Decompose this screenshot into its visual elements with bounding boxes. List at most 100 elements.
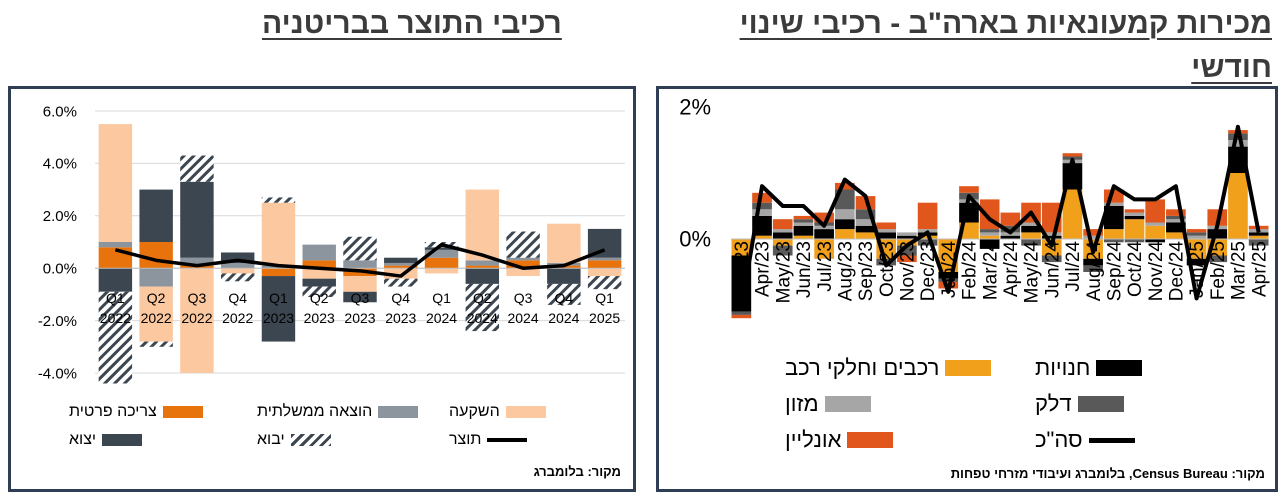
bar-vehicles	[855, 232, 876, 239]
y-tick-label: 4.0%	[43, 156, 77, 173]
bar-fuel	[731, 311, 752, 315]
right-chart-title: מכירות קמעונאיות בארה"ב - רכיבי שינוי חו…	[739, 7, 1272, 84]
right-source-note: מקור: Census Bureau, בלומברג ועיבודי מזר…	[950, 466, 1265, 481]
bar-investment	[180, 268, 214, 373]
y-tick-label: -2.0%	[38, 313, 77, 330]
legend-swatch-vehicles	[945, 360, 992, 376]
bar-food	[1083, 235, 1103, 239]
x-tick-label: Jul/23	[815, 241, 836, 292]
x-tick-label-quarter: Q3	[351, 290, 370, 306]
uk-gdp-legend: צריכה פרטית הוצאה ממשלתית השקעה יצוא יבו…	[11, 401, 633, 471]
bar-food	[897, 232, 917, 236]
bar-exports	[343, 291, 377, 303]
x-tick-label-quarter: Q4	[391, 290, 410, 306]
legend-swatch-fuel	[1077, 396, 1124, 412]
x-tick-label-quarter: Q3	[514, 290, 533, 306]
bar-imports	[220, 273, 255, 282]
us-retail-sales-chart: 2%0%-2%Mar/23Apr/23May/23Jun/23Jul/23Aug…	[672, 95, 1270, 359]
x-tick-label: Jun/23	[794, 241, 815, 298]
bar-vehicles	[814, 239, 834, 259]
bar-exports	[180, 181, 214, 258]
x-tick-label-year: 2023	[344, 310, 375, 326]
x-tick-label: Mar/24	[980, 241, 1001, 301]
bar-exports	[139, 189, 173, 242]
bar-stores	[876, 232, 897, 239]
bar-fuel	[1041, 255, 1062, 263]
bar-imports	[587, 276, 622, 290]
legend-label-private: צריכה פרטית	[69, 403, 157, 420]
legend-swatch-investment	[505, 406, 546, 418]
legend-item-stores: חנויות	[1035, 355, 1143, 381]
x-tick-label: Nov/24	[1146, 241, 1167, 302]
x-tick-label: May/23	[773, 241, 794, 303]
bar-vehicles	[834, 229, 855, 239]
bar-exports	[547, 268, 581, 284]
bar-stores	[1248, 232, 1269, 236]
bar-fuel	[855, 209, 876, 220]
y-tick-label: 2%	[679, 95, 711, 120]
x-tick-label: Oct/24	[1125, 241, 1146, 297]
bar-imports	[261, 197, 296, 203]
bar-online	[876, 222, 897, 230]
uk-gdp-components-panel: 6.0% 4.0% 2.0% 0.0% -2.0% -4.0% Q1 2022 Q2 2022 Q3…	[8, 86, 636, 492]
bar-imports	[139, 341, 173, 347]
legend-label-food: מזון	[785, 391, 819, 416]
bar-investment	[220, 268, 255, 274]
bar-online	[814, 212, 834, 223]
legend-item-private: צריכה פרטית	[69, 403, 203, 421]
bar-imports	[547, 283, 581, 305]
legend-item-exports: יצוא	[69, 431, 143, 449]
bar-government	[465, 260, 500, 266]
bar-vehicles	[752, 235, 772, 239]
bar-private	[302, 260, 336, 269]
bar-vehicles	[1186, 239, 1207, 259]
bar-fuel	[938, 278, 959, 282]
y-tick-label: 6.0%	[43, 103, 77, 120]
bar-vehicles	[897, 239, 917, 246]
legend-item-gdp: תוצר	[449, 431, 528, 449]
x-tick-label: Jun/24	[1042, 241, 1063, 298]
bar-stores	[855, 225, 876, 233]
uk-gdp-components-chart: 6.0% 4.0% 2.0% 0.0% -2.0% -4.0% Q1 2022 Q2 2022 Q3…	[38, 103, 625, 384]
bar-vehicles	[772, 239, 793, 246]
x-tick-label-quarter: Q1	[595, 290, 614, 306]
x-tick-label: Oct/23	[877, 241, 898, 297]
bar-food	[1166, 219, 1186, 223]
bar-vehicles	[731, 239, 752, 256]
bar-investment	[139, 286, 173, 342]
bar-food	[1021, 222, 1041, 226]
bar-government	[139, 268, 173, 287]
bar-exports	[98, 268, 133, 292]
x-tick-label-year: 2024	[548, 310, 579, 326]
legend-label-total: סה"כ	[1035, 427, 1083, 452]
bar-investment	[587, 268, 622, 277]
x-tick-label-year: 2023	[304, 310, 335, 326]
x-tick-label: Dec/24	[1167, 241, 1188, 302]
bar-government	[302, 244, 336, 261]
bar-online	[834, 182, 855, 190]
x-tick-label: Aug/24	[1084, 241, 1105, 302]
bar-private	[465, 265, 500, 269]
legend-swatch-total	[1088, 437, 1135, 443]
bar-government	[220, 262, 255, 269]
legend-label-exports: יצוא	[69, 431, 97, 448]
bar-food	[793, 222, 814, 226]
x-tick-label: Apr/24	[1001, 241, 1022, 297]
bar-investment	[465, 189, 500, 261]
bar-government	[506, 257, 540, 261]
bar-food	[752, 209, 772, 216]
bar-imports	[506, 231, 540, 258]
bar-food	[772, 229, 793, 233]
x-tick-label: Sep/24	[1104, 241, 1125, 302]
bar-food	[1145, 222, 1166, 226]
bar-stores	[1083, 258, 1103, 266]
x-tick-label-year: 2025	[589, 310, 620, 326]
bar-stores	[1186, 258, 1207, 266]
bar-investment	[261, 202, 296, 266]
x-tick-label-year: 2022	[100, 310, 131, 326]
bar-stores	[1207, 229, 1228, 239]
legend-label-imports: יבוא	[257, 431, 285, 448]
bar-vehicles	[1021, 232, 1041, 239]
legend-swatch-private	[162, 406, 203, 418]
bar-vehicles	[1248, 235, 1269, 239]
